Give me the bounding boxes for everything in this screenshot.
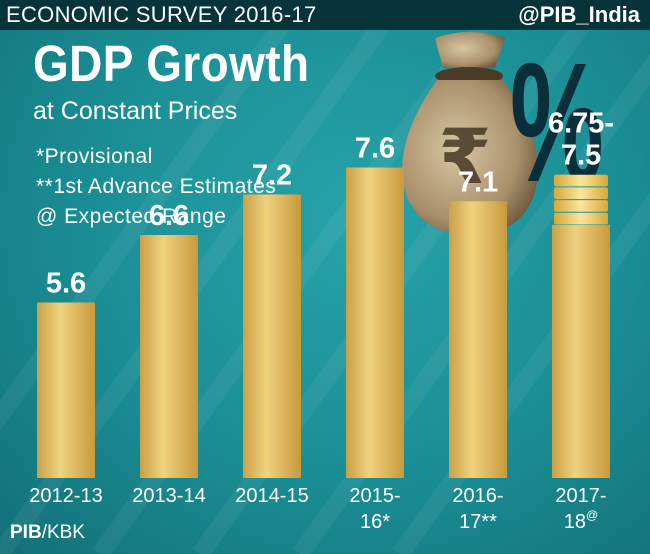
subtitle: at Constant Prices xyxy=(33,97,238,125)
note-advance-estimates: **1st Advance Estimates xyxy=(36,175,277,198)
data-label: 7.1 xyxy=(458,166,498,198)
twitter-handle: @PIB_India xyxy=(518,2,640,27)
category-label: 17** xyxy=(459,511,497,533)
survey-title: ECONOMIC SURVEY 2016-17 xyxy=(6,2,317,27)
bar-2013-14 xyxy=(140,235,198,478)
category-label: 16* xyxy=(360,511,390,533)
bar-2015-16* xyxy=(346,167,404,478)
page-title: GDP Growth xyxy=(33,35,310,92)
note-provisional: *Provisional xyxy=(36,145,153,168)
bar-2012-13 xyxy=(37,302,95,478)
range-band-segment xyxy=(554,212,608,225)
bar-2017-18@ xyxy=(552,224,610,478)
data-label: 7.2 xyxy=(252,160,292,192)
credit-org: PIB xyxy=(10,522,42,543)
category-label: 2017- xyxy=(555,485,606,507)
category-label: 2014-15 xyxy=(235,485,308,507)
header-bar xyxy=(0,0,650,30)
note-expected-range: @ Expected Range xyxy=(36,205,227,228)
category-label: 2012-13 xyxy=(29,485,102,507)
category-label: 18@ xyxy=(564,508,598,533)
data-label: 7.6 xyxy=(355,133,395,165)
range-band-segment xyxy=(554,187,608,200)
bar-2014-15 xyxy=(243,194,301,478)
data-label: 6.75- xyxy=(548,107,614,139)
money-bag-icon: ₹ xyxy=(402,32,538,235)
credit: PIB/KBK xyxy=(10,522,85,544)
credit-suffix: /KBK xyxy=(41,522,85,543)
category-label: 2013-14 xyxy=(132,485,205,507)
category-label: 2016- xyxy=(452,485,503,507)
range-band-segment xyxy=(554,174,608,187)
data-label: 7.5 xyxy=(561,139,601,171)
category-label: 2015- xyxy=(349,485,400,507)
bar-2016-17** xyxy=(449,201,507,478)
data-label: 6.6 xyxy=(149,200,189,232)
range-band-segment xyxy=(554,200,608,212)
data-label: 5.6 xyxy=(46,268,86,300)
rupee-symbol: ₹ xyxy=(439,112,492,201)
